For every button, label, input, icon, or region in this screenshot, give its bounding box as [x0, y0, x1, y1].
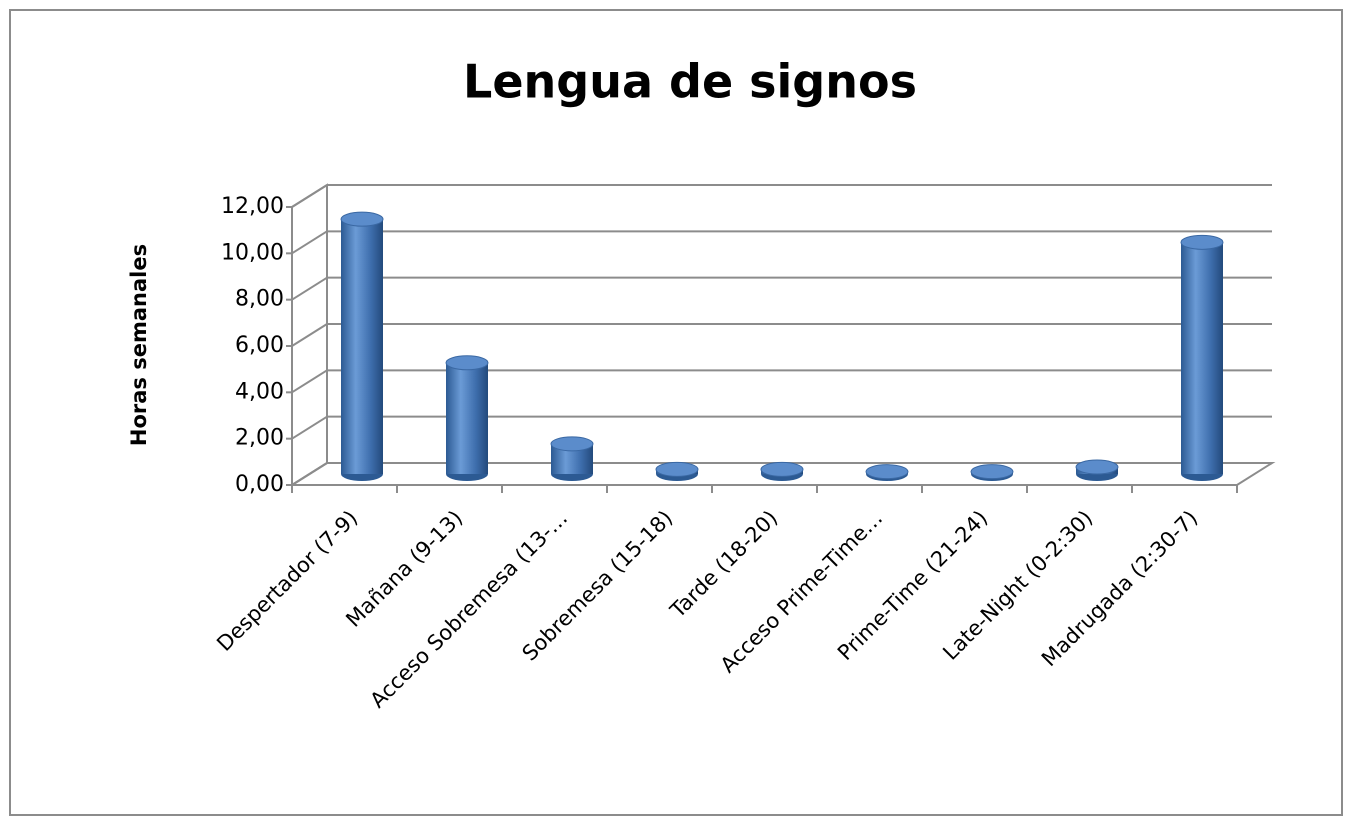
- bar: [341, 219, 383, 474]
- cylinder-top: [865, 464, 909, 480]
- cylinder-top: [1180, 234, 1224, 250]
- bar: [1181, 242, 1223, 474]
- grid-line: [291, 184, 328, 208]
- grid-line: [291, 369, 328, 394]
- grid-line: [291, 323, 328, 347]
- cylinder-top: [970, 464, 1014, 480]
- cylinder-top: [445, 355, 489, 371]
- cylinder-top: [340, 211, 384, 227]
- bar: [446, 362, 488, 474]
- y-axis-label: Horas semanales: [127, 244, 151, 446]
- cylinder-top: [550, 436, 594, 452]
- y-tick-label: 2,00: [235, 426, 284, 451]
- cylinder-top: [655, 461, 699, 477]
- y-tick-label: 6,00: [235, 333, 284, 358]
- y-tick-label: 4,00: [235, 379, 284, 404]
- cylinder-top: [1075, 459, 1119, 475]
- y-tick-label: 10,00: [221, 240, 284, 265]
- grid-line: [291, 462, 328, 486]
- chart-frame: [9, 9, 1343, 816]
- y-tick-label: 8,00: [235, 287, 284, 312]
- grid-line: [291, 415, 328, 440]
- grid-line: [291, 276, 328, 301]
- grid-line: [291, 230, 328, 255]
- chart-title: Lengua de signos: [463, 55, 917, 109]
- cylinder-top: [760, 461, 804, 477]
- y-tick-label: 12,00: [221, 194, 284, 219]
- y-tick-label: 0,00: [235, 472, 284, 497]
